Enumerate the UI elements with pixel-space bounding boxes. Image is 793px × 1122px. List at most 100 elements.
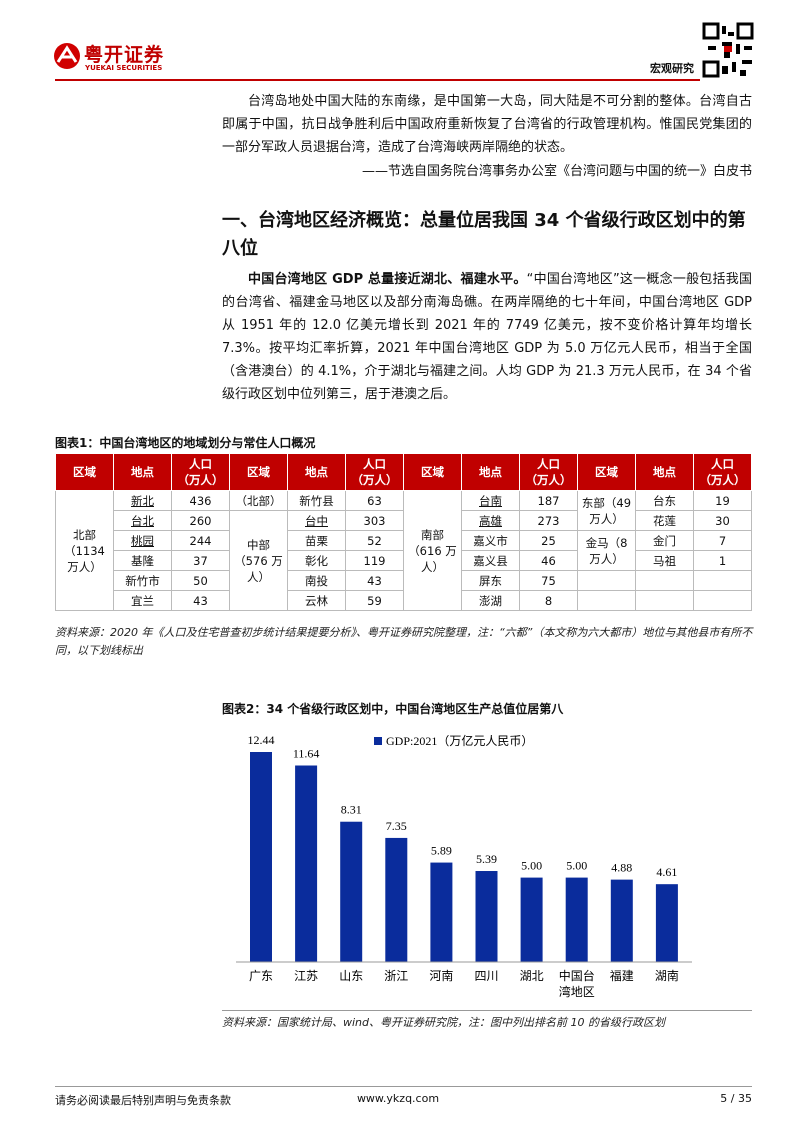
place-cell: 台东 — [635, 490, 694, 511]
population-cell: 46 — [519, 550, 578, 571]
place-cell: 苗栗 — [287, 530, 346, 551]
header-cell: 区域 — [403, 453, 462, 491]
table-source: 资料来源：2020 年《人口及住宅普查初步统计结果提要分析》、粤开证券研究院整理… — [55, 626, 753, 657]
x-tick-label: 浙江 — [384, 969, 408, 983]
place-cell: 花莲 — [635, 510, 694, 531]
empty-cell — [635, 590, 694, 611]
value-label: 4.61 — [656, 865, 677, 879]
x-tick-label: 四川 — [474, 969, 498, 983]
bar — [430, 862, 453, 962]
population-cell: 52 — [345, 530, 404, 551]
region-cell: 东部（49 万人） — [577, 490, 636, 531]
value-label: 8.31 — [341, 803, 362, 817]
value-label: 11.64 — [293, 747, 320, 761]
place-cell: 新北 — [113, 490, 172, 511]
footer-url: www.ykzq.com — [356, 1092, 440, 1105]
value-label: 5.00 — [521, 859, 542, 873]
section-label: 宏观研究 — [650, 62, 694, 75]
legend-swatch — [374, 737, 382, 745]
lead-sentence: 中国台湾地区 GDP 总量接近湖北、福建水平。 — [248, 272, 527, 287]
figure-title: 图表2：34 个省级行政区划中，中国台湾地区生产总值位居第八 — [222, 702, 564, 716]
region-cell: 中部（576 万人） — [229, 510, 288, 611]
logo-icon — [54, 43, 80, 69]
footer-page: 5 / 35 — [720, 1092, 752, 1105]
value-label: 5.39 — [476, 852, 497, 866]
place-cell: 金门 — [635, 530, 694, 551]
bar — [250, 752, 272, 962]
quote: 台湾岛地处中国大陆的东南缘，是中国第一大岛，同大陆是不可分割的整体。台湾自古即属… — [222, 94, 752, 155]
place-cell: 基隆 — [113, 550, 172, 571]
population-cell: 43 — [171, 590, 230, 611]
header-cell: 地点 — [113, 453, 172, 491]
value-label: 5.89 — [431, 844, 452, 858]
bar — [385, 837, 408, 962]
x-tick-label: 福建 — [610, 968, 634, 983]
population-cell: 30 — [693, 510, 752, 531]
place-cell: 嘉义县 — [461, 550, 520, 571]
population-cell: 43 — [345, 570, 404, 591]
population-cell: 19 — [693, 490, 752, 511]
bar — [295, 765, 318, 962]
place-cell: 澎湖 — [461, 590, 520, 611]
header-cell: 区域 — [577, 453, 636, 491]
region-cell: 金马（8 万人） — [577, 530, 636, 571]
x-tick-label: 中国台湾地区 — [559, 968, 595, 999]
header-cell: 地点 — [287, 453, 346, 491]
header-cell: 人口（万人） — [171, 453, 230, 491]
x-tick-label: 河南 — [429, 968, 453, 983]
population-cell: 119 — [345, 550, 404, 571]
footer-rule — [55, 1086, 752, 1087]
place-cell: 屏东 — [461, 570, 520, 591]
header-cell: 人口（万人） — [693, 453, 752, 491]
population-cell: 37 — [171, 550, 230, 571]
header-rule — [55, 79, 700, 81]
place-cell: 新竹县 — [287, 490, 346, 511]
place-cell: 桃园 — [113, 530, 172, 551]
population-cell: 187 — [519, 490, 578, 511]
empty-cell — [693, 590, 752, 611]
place-cell: 高雄 — [461, 510, 520, 531]
population-cell: 303 — [345, 510, 404, 531]
place-cell: 云林 — [287, 590, 346, 611]
bar — [610, 879, 633, 962]
population-cell: 63 — [345, 490, 404, 511]
brand-english: YUEKAI SECURITIES — [85, 64, 163, 72]
place-cell: 彰化 — [287, 550, 346, 571]
x-tick-label: 江苏 — [294, 969, 318, 983]
place-cell: 台南 — [461, 490, 520, 511]
population-cell: 59 — [345, 590, 404, 611]
region-cell: （北部） — [229, 490, 288, 511]
place-cell: 南投 — [287, 570, 346, 591]
population-cell: 1 — [693, 550, 752, 571]
figure-source: 资料来源：国家统计局、wind、粤开证券研究院，注：图中列出排名前 10 的省级… — [222, 1016, 665, 1029]
population-cell: 7 — [693, 530, 752, 551]
population-cell: 436 — [171, 490, 230, 511]
population-cell: 25 — [519, 530, 578, 551]
place-cell: 台中 — [287, 510, 346, 531]
bar — [520, 877, 543, 962]
place-cell: 嘉义市 — [461, 530, 520, 551]
table-row: 北部（1134 万人） 新北 436 （北部） 新竹县 63 南部（616 万人） 台南 187… — [55, 490, 752, 611]
header-cell: 区域 — [55, 453, 114, 491]
population-cell: 50 — [171, 570, 230, 591]
region-cell — [577, 570, 636, 591]
x-tick-label: 广东 — [249, 969, 273, 983]
body-paragraph: 中国台湾地区 GDP 总量接近湖北、福建水平。“中国台湾地区”这一概念一般包括我… — [222, 268, 752, 406]
qr-code — [702, 22, 754, 78]
bar — [565, 877, 588, 962]
brand-name: 粤开证券 — [84, 44, 165, 66]
header-cell: 地点 — [635, 453, 694, 491]
bar-chart: GDP:2021（万亿元人民币） 12.44 广东 11.64 江苏 8.31 山东 7.35… — [236, 733, 692, 999]
bar — [340, 821, 363, 962]
table-row: 新竹市 50 南投 43 屏东 75 — [56, 570, 752, 591]
figure-rule — [222, 1010, 752, 1011]
value-label: 4.88 — [611, 861, 632, 875]
header-cell: 人口（万人） — [519, 453, 578, 491]
place-cell: 新竹市 — [113, 570, 172, 591]
section-heading: 一、台湾地区经济概览：总量位居我国 34 个省级行政区划中的第八位 — [222, 210, 746, 259]
empty-cell — [635, 570, 694, 591]
value-label: 7.35 — [386, 819, 407, 833]
legend-label: GDP:2021（万亿元人民币） — [386, 733, 533, 748]
body-text: “中国台湾地区”这一概念一般包括我国的台湾省、福建金马地区以及部分南海岛礁。在两… — [222, 272, 752, 402]
population-cell: 244 — [171, 530, 230, 551]
